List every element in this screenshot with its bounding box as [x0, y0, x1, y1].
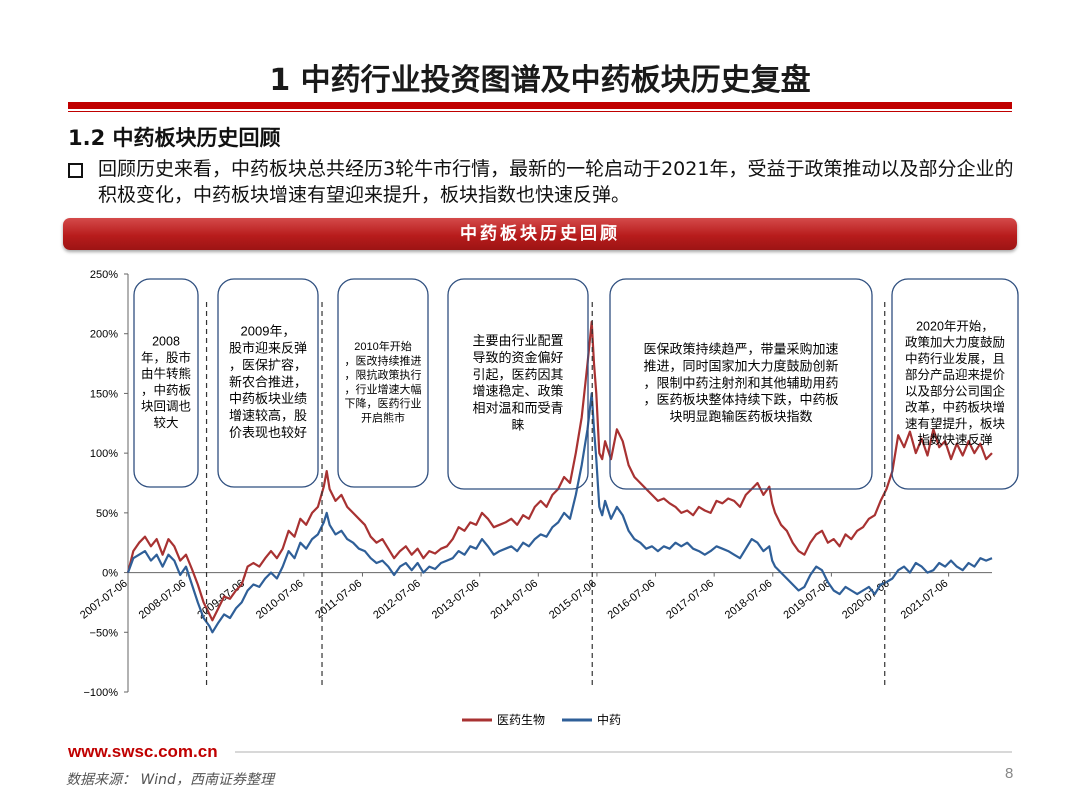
annotation-box [447, 278, 589, 490]
annotation-line: 主要由行业配置 [472, 333, 563, 348]
series-line-zhongyao [126, 392, 993, 634]
annotation-line: ，医药板块整体持续下跌，中药板 [643, 392, 838, 407]
page-number: 8 [1005, 765, 1014, 782]
annotation-text: 主要由行业配置导致的资金偏好引起，医药因其增速稳定、政策相对温和而受青睐 [472, 333, 563, 433]
footer-divider [235, 751, 1012, 753]
annotation-text: 2010年开始，医改持续推进，限抗政策执行，行业增速大幅下降，医药行业开启熊市 [345, 339, 422, 425]
x-tick-label: 2017-07-06 [664, 577, 716, 621]
annotation-line: 年，股市 [141, 350, 191, 365]
y-tick-label: 150% [90, 388, 118, 400]
annotation-line: 下降，医药行业 [345, 396, 422, 410]
annotation-line: 2010年开始 [354, 339, 411, 353]
annotation-text: 2009年，股市迎来反弹 ，医保扩容， 新农合推进， 中药板块业绩增速较高，股价表现也… [229, 324, 307, 440]
annotation-line: 导致的资金偏好 [472, 350, 563, 365]
x-tick-label: 2008-07-06 [137, 577, 189, 621]
annotation-box [337, 278, 429, 488]
annotation-line: ，行业增速大幅 [345, 382, 422, 396]
annotation-line: 医保政策持续趋严，带量采购加速 [643, 341, 838, 356]
annotation-line: 较大 [153, 415, 178, 430]
title-divider-thin [68, 111, 1012, 112]
y-tick-label: 0% [102, 568, 118, 580]
title-divider [68, 102, 1012, 109]
annotation-line: 2009年， [241, 324, 296, 339]
y-tick-label: −100% [83, 687, 118, 699]
section-heading: 1.2 中药板块历史回顾 [68, 126, 281, 150]
chart-container: −100% −50% 0% 50% 100% 150% 200% 250% 2007-07-06… [62, 262, 1022, 740]
annotation-line: ，限抗政策执行 [345, 368, 422, 382]
legend-label: 中药 [597, 712, 621, 727]
bullet-text: 回顾历史来看，中药板块总共经历3轮牛市行情，最新的一轮启动于2021年，受益于政… [98, 158, 1014, 206]
annotation-box [217, 278, 319, 488]
x-tick-label: 2012-07-06 [371, 577, 423, 621]
footer-url[interactable]: www.swsc.com.cn [68, 742, 218, 761]
annotation-line: 部分产品迎来提价 [905, 367, 1006, 382]
annotation-text: 2020年开始， 政策加大力度鼓励中药行业发展，且部分产品迎来提价以及部分公司国企… [905, 319, 1006, 447]
annotation-line: 增速较高，股 [229, 408, 307, 423]
bullet-square-icon [68, 163, 83, 178]
line-chart: −100% −50% 0% 50% 100% 150% 200% 250% 2007-07-06… [78, 269, 1019, 727]
annotation-line: 2008 [152, 335, 180, 349]
annotation-line: 指数快速反弹 [917, 432, 992, 447]
annotation-box [133, 278, 199, 488]
x-tick-label: 2011-07-06 [313, 577, 364, 621]
series-line-yiyao [126, 320, 993, 622]
y-tick-label: 100% [90, 448, 118, 460]
y-tick-label: 200% [90, 329, 118, 341]
annotation-line: 块明显跑输医药板块指数 [669, 409, 812, 424]
y-tick-label: 50% [96, 508, 118, 520]
annotation-line: ，医改持续推进 [345, 353, 422, 367]
x-tick-label: 2007-07-06 [78, 577, 130, 621]
annotation-line: 价表现也较好 [229, 425, 307, 440]
y-tick-label: −50% [90, 627, 119, 639]
data-source: 数据来源： Wind，西南证券整理 [66, 772, 274, 788]
page-title: 1 中药行业投资图谱及中药板块历史复盘 [269, 63, 811, 98]
x-tick-label: 2015-07-06 [547, 577, 599, 621]
annotation-line: 新农合推进， [229, 374, 307, 389]
annotation-box [891, 278, 1019, 490]
annotation-line: 以及部分公司国企 [905, 383, 1006, 398]
annotation-line: 睐 [511, 418, 524, 433]
annotation-line: 推进，同时国家加大力度鼓励创新 [643, 358, 838, 373]
annotation-text: 2008 年，股市由牛转熊，中药板块回调也较大 [141, 335, 192, 430]
legend-label: 医药生物 [497, 713, 545, 727]
annotation-line: ，医保扩容， [229, 357, 307, 372]
annotation-line: 政策加大力度鼓励 [905, 335, 1005, 350]
y-tick-label: 250% [90, 269, 118, 281]
annotation-line: ，中药板 [141, 382, 192, 397]
annotation-line: 相对温和而受青 [472, 401, 563, 416]
annotation-line: ，限制中药注射剂和其他辅助用药 [643, 375, 838, 390]
annotation-box [609, 278, 873, 490]
annotation-line: 增速稳定、政策 [472, 384, 563, 399]
annotation-line: 速有望提升，板块 [905, 416, 1006, 431]
annotation-line: 中药板块业绩 [229, 391, 307, 406]
annotation-line: 块回调也 [141, 400, 191, 414]
annotation-line: 由牛转熊 [141, 366, 191, 381]
chart-banner: 中药板块历史回顾 [63, 218, 1017, 250]
x-tick-label: 2016-07-06 [606, 577, 658, 621]
x-tick-label: 2013-07-06 [430, 577, 482, 621]
annotation-line: 开启熊市 [361, 411, 405, 425]
annotation-line: 改革，中药板块增 [905, 400, 1005, 415]
annotation-line: 引起，医药因其 [472, 367, 563, 382]
x-tick-label: 2019-07-06 [782, 577, 834, 621]
x-tick-label: 2021-07-06 [899, 577, 951, 621]
x-tick-label: 2014-07-06 [488, 577, 540, 621]
annotation-line: 2020年开始， [916, 319, 994, 333]
annotation-text: 医保政策持续趋严，带量采购加速推进，同时国家加大力度鼓励创新 ，限制中药注射剂和其… [643, 341, 838, 424]
x-tick-label: 2018-07-06 [723, 577, 775, 621]
annotation-line: 股市迎来反弹 [229, 340, 307, 355]
annotation-line: 中药行业发展，且 [905, 351, 1005, 366]
